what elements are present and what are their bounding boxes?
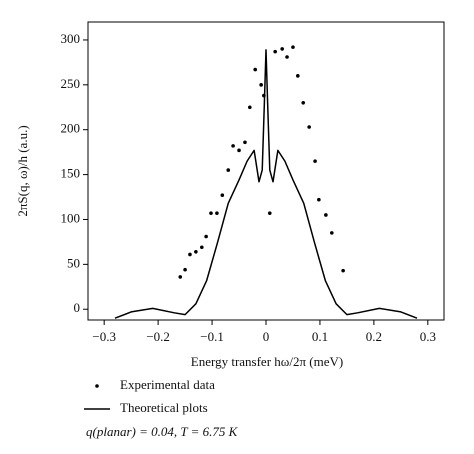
data-point bbox=[317, 197, 321, 202]
data-point bbox=[231, 144, 235, 148]
y-tick-label: 300 bbox=[61, 31, 81, 46]
data-point bbox=[341, 268, 345, 273]
legend-label: Theoretical plots bbox=[120, 400, 208, 415]
data-point bbox=[273, 49, 277, 54]
data-point bbox=[237, 148, 241, 153]
x-tick-label: −0.1 bbox=[200, 329, 224, 344]
data-point bbox=[259, 83, 263, 87]
x-tick-label: 0.3 bbox=[420, 329, 436, 344]
x-tick-label: −0.3 bbox=[92, 329, 116, 344]
data-point bbox=[209, 211, 213, 215]
data-point bbox=[188, 252, 192, 257]
data-point bbox=[324, 213, 328, 217]
theory-line bbox=[114, 49, 418, 319]
data-point bbox=[248, 105, 252, 110]
data-point bbox=[296, 74, 300, 78]
y-tick-label: 50 bbox=[67, 255, 80, 270]
data-point bbox=[330, 231, 334, 235]
x-tick-label: 0.2 bbox=[366, 329, 382, 344]
x-axis-label: Energy transfer hω/2π (meV) bbox=[191, 354, 343, 369]
data-point bbox=[183, 267, 187, 272]
y-tick-label: 0 bbox=[74, 300, 81, 315]
data-point bbox=[243, 140, 247, 145]
data-point bbox=[291, 45, 295, 49]
annotation: q(planar) = 0.04, T = 6.75 K bbox=[86, 424, 239, 439]
data-point bbox=[215, 211, 219, 215]
data-point bbox=[178, 275, 183, 279]
data-point bbox=[220, 193, 225, 198]
data-point bbox=[280, 47, 284, 51]
data-point bbox=[267, 211, 272, 215]
y-tick-label: 150 bbox=[61, 166, 81, 181]
data-point bbox=[253, 67, 258, 72]
x-tick-label: 0 bbox=[263, 329, 270, 344]
legend-label: Experimental data bbox=[120, 377, 215, 392]
data-point bbox=[194, 249, 198, 254]
x-tick-label: −0.2 bbox=[146, 329, 170, 344]
data-point bbox=[285, 55, 289, 59]
data-point bbox=[307, 125, 311, 129]
data-point bbox=[204, 234, 208, 239]
y-tick-label: 100 bbox=[61, 210, 81, 225]
y-tick-label: 200 bbox=[61, 121, 81, 136]
x-tick-label: 0.1 bbox=[312, 329, 328, 344]
data-point bbox=[301, 100, 306, 105]
legend-marker bbox=[95, 384, 99, 388]
data-point bbox=[313, 159, 317, 163]
data-point bbox=[200, 245, 204, 250]
y-axis-label: 2πS(q, ω)/h (a.u.) bbox=[15, 125, 30, 216]
y-tick-label: 250 bbox=[61, 76, 81, 91]
data-point bbox=[226, 168, 231, 172]
